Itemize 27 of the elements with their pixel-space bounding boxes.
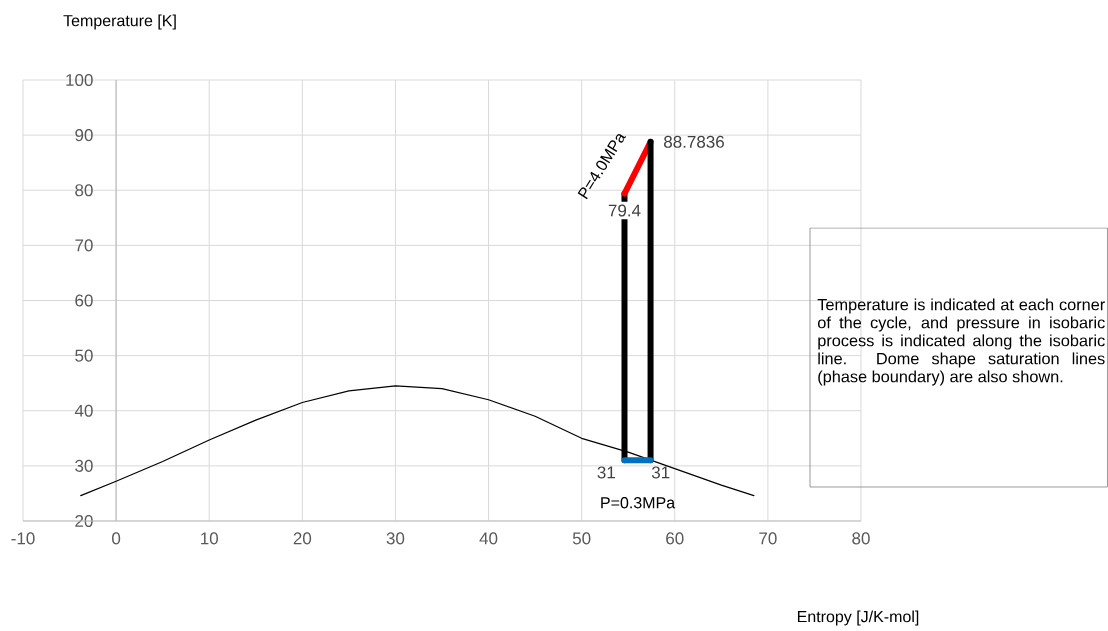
y-tick-label: 100 <box>66 73 93 87</box>
x-tick-label: 50 <box>572 532 591 545</box>
data-label: 88.7836 <box>664 135 724 148</box>
x-tick-label: 0 <box>112 532 121 545</box>
annotation: P=0.3MPa <box>601 497 676 509</box>
data-label: 79.4 <box>608 204 641 217</box>
x-tick-label: 40 <box>479 532 498 545</box>
data-label: 31 <box>597 466 615 479</box>
x-tick-label: 30 <box>386 532 405 545</box>
y-tick-label: 50 <box>75 349 93 362</box>
data-label: 31 <box>651 466 670 479</box>
y-tick-label: 30 <box>75 459 93 472</box>
x-tick-label: 80 <box>852 532 870 545</box>
annotation: Temperature is indicated at each corner of the cycle, and pressure in isobaric process is indicated along the isobaric line. Dome shape saturation lines (phase boundary) are also shown. <box>817 298 1105 386</box>
y-tick-label: 20 <box>75 514 93 527</box>
y-axis-title: Temperature [K] <box>63 14 176 30</box>
x-tick-label: 70 <box>759 532 777 545</box>
y-tick-label: 90 <box>75 129 93 142</box>
x-tick-label: 60 <box>666 532 684 545</box>
y-tick-label: 40 <box>74 404 93 417</box>
y-tick-label: 70 <box>75 239 93 252</box>
x-tick-label: 20 <box>293 532 312 545</box>
x-axis-title: Entropy [J/K-mol] <box>797 610 919 626</box>
y-tick-label: 60 <box>75 294 93 307</box>
y-tick-label: 80 <box>75 184 93 197</box>
x-tick-label: 10 <box>201 532 219 545</box>
x-tick-label: -10 <box>11 532 35 545</box>
